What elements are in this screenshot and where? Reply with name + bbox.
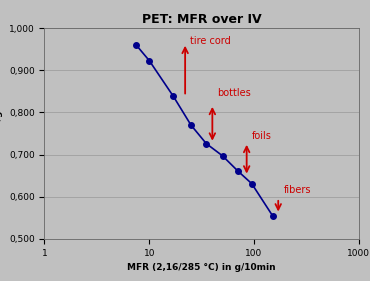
Text: fibers: fibers <box>283 185 311 195</box>
Text: foils: foils <box>252 131 272 140</box>
Title: PET: MFR over IV: PET: MFR over IV <box>142 13 262 26</box>
X-axis label: MFR (2,16/285 °C) in g/10min: MFR (2,16/285 °C) in g/10min <box>127 263 276 272</box>
Text: bottles: bottles <box>218 89 251 98</box>
Y-axis label: IV in dl/g: IV in dl/g <box>0 111 3 156</box>
Text: tire cord: tire cord <box>190 36 231 46</box>
